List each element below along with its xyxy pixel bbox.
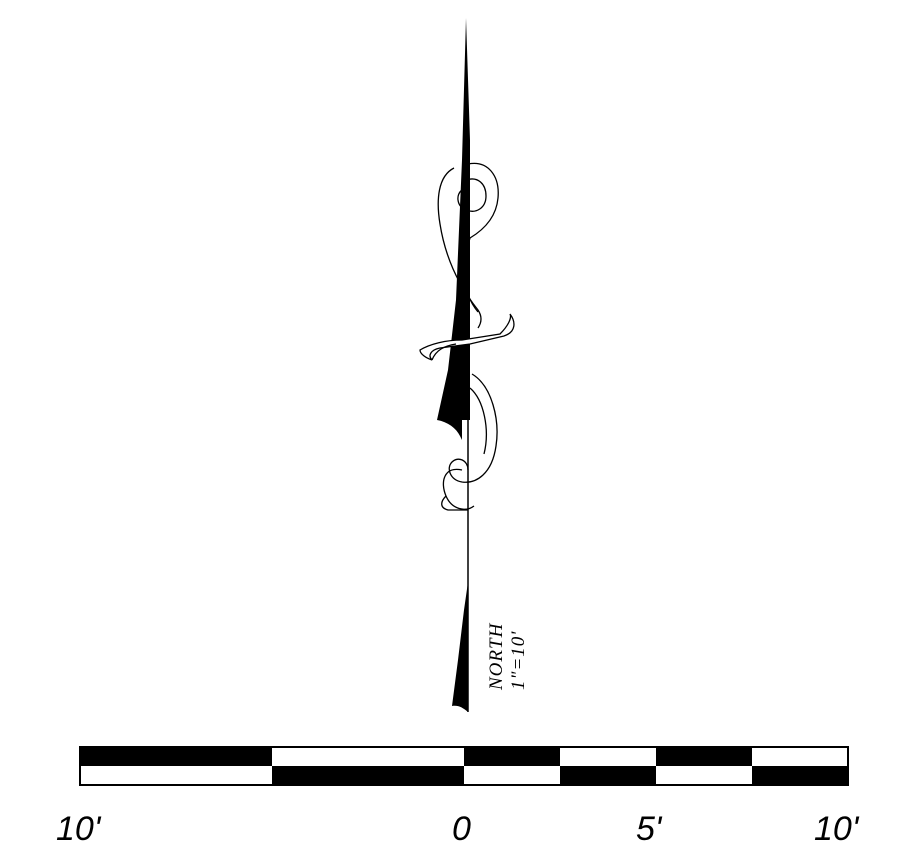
scale-seg-bottom-2: [272, 766, 464, 785]
scale-seg-bottom-4: [560, 766, 656, 785]
scroll-middle-fold: [431, 343, 457, 361]
scroll-bottom-tail: [441, 495, 468, 511]
north-label: NORTH: [486, 622, 507, 691]
scale-bar: 10' 0 5' 10': [56, 746, 860, 848]
south-needle-lower: [452, 582, 468, 712]
scale-seg-top-6: [752, 747, 848, 766]
scale-seg-bottom-5: [656, 766, 752, 785]
north-needle-upper: [437, 18, 470, 420]
scroll-upper-ribbon: [463, 237, 479, 313]
scale-seg-top-4: [560, 747, 656, 766]
north-arrow: NORTH 1"=10': [419, 18, 529, 712]
scale-seg-top-5: [656, 747, 752, 766]
north-arrow-labels: NORTH 1"=10': [486, 622, 529, 691]
scale-ratio-label: 1"=10': [508, 631, 529, 690]
scale-label-right-10: 10': [814, 810, 860, 848]
scale-label-left-10: 10': [56, 810, 102, 848]
scale-label-zero: 0: [452, 810, 471, 848]
scroll-top-hook: [437, 162, 499, 329]
scroll-middle-band: [419, 313, 515, 361]
scale-label-right-5: 5': [636, 810, 663, 848]
scale-seg-top-2: [272, 747, 464, 766]
scale-seg-bottom-1: [80, 766, 272, 785]
scale-seg-bottom-3: [464, 766, 560, 785]
scale-seg-top-3: [464, 747, 560, 766]
scale-bar-outline: [79, 746, 849, 786]
north-needle-base-flare: [437, 420, 462, 440]
scale-seg-top-1: [80, 747, 272, 766]
scale-seg-bottom-6: [752, 766, 848, 785]
